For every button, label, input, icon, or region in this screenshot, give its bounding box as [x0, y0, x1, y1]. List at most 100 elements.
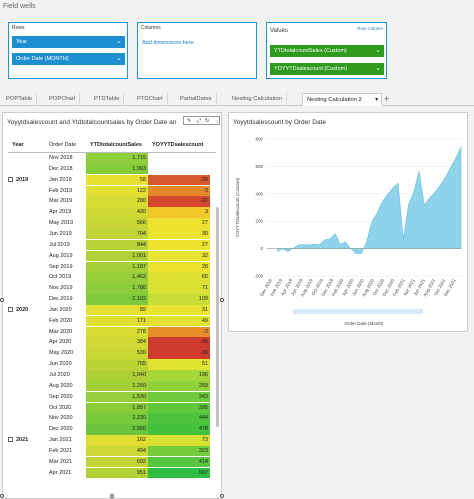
table-row[interactable]: Oct 2020 1,857 395 — [8, 402, 216, 414]
resize-handle[interactable] — [220, 298, 224, 302]
table-row[interactable]: Feb 2019 122 -3 — [8, 185, 216, 197]
yoy-value-cell: 31 — [148, 304, 210, 316]
table-row[interactable]: Nov 2018 1,715 — [8, 153, 216, 164]
order-date-cell: Oct 2020 — [49, 404, 72, 411]
header-yoyytdsalescount[interactable]: YOYYTDsalescount — [152, 142, 204, 148]
ytd-value-cell: 704 — [86, 228, 148, 240]
collapse-icon[interactable] — [8, 437, 13, 443]
order-date-cell: Nov 2020 — [49, 415, 73, 422]
table-row[interactable]: Aug 2019 1,001 32 — [8, 250, 216, 262]
ytd-value-cell: 1,530 — [86, 391, 148, 403]
header-ytdtotalcountsales[interactable]: YTDtotalcountSales — [90, 142, 142, 148]
edit-icon[interactable]: ✎ — [187, 118, 192, 124]
values-well[interactable]: Values Row Column YTDtotalcountSales (Cu… — [266, 22, 387, 79]
table-row[interactable]: Jun 2019 704 30 — [8, 228, 216, 240]
chevron-down-icon[interactable]: ⌄ — [375, 47, 381, 54]
ytd-value-cell: 384 — [86, 337, 148, 348]
tab-poptable[interactable]: POPTable — [2, 93, 38, 106]
collapse-icon[interactable] — [8, 306, 13, 312]
order-date-cell: Aug 2020 — [49, 382, 73, 389]
table-row[interactable]: 2021 Jan 2021 162 73 — [8, 435, 216, 446]
ytd-value-cell: 844 — [86, 239, 148, 251]
refresh-icon[interactable]: ↻ — [205, 118, 210, 124]
resize-handle[interactable] — [220, 494, 224, 498]
table-row[interactable]: 2020 Jan 2020 89 31 — [8, 304, 216, 316]
chart-visual[interactable]: Yoyytdsalescount by Order Date -200 0 200 4… — [228, 112, 468, 332]
table-row[interactable]: Jul 2019 844 27 — [8, 239, 216, 251]
resize-handle[interactable] — [0, 298, 4, 302]
table-row[interactable]: Mar 2021 692 414 — [8, 456, 216, 468]
range-scrollbar[interactable] — [293, 309, 423, 314]
values-field-yoy[interactable]: YOYYTDsalescount (Custom) ⌄ — [270, 63, 384, 75]
table-row[interactable]: Sep 2020 1,530 343 — [8, 391, 216, 403]
header-year[interactable]: Year — [12, 142, 24, 148]
ytd-value-cell: 420 — [86, 207, 148, 218]
tab-label: POPTable — [6, 96, 33, 102]
table-row[interactable]: Mar 2020 278 -2 — [8, 326, 216, 338]
table-row[interactable]: Mar 2019 280 -22 — [8, 196, 216, 207]
yoy-value-cell: 109 — [148, 294, 210, 305]
ytd-value-cell: 1,001 — [86, 250, 148, 262]
table-row[interactable]: Jul 2020 1,040 196 — [8, 370, 216, 381]
year-cell: 2019 — [16, 176, 29, 183]
table-row[interactable]: Aug 2020 1,260 259 — [8, 380, 216, 392]
yoy-value-cell: 27 — [148, 218, 210, 229]
order-date-cell: Feb 2021 — [49, 447, 73, 454]
add-sheet-icon[interactable]: + — [384, 94, 390, 104]
tab-popchart[interactable]: POPChart — [45, 93, 81, 106]
resize-handle[interactable] — [0, 494, 4, 498]
table-row[interactable]: Dec 2020 2,580 478 — [8, 424, 216, 435]
ytd-value-cell: 280 — [86, 196, 148, 207]
order-date-cell: Dec 2020 — [49, 426, 73, 433]
more-options-icon[interactable]: ⋮ — [215, 118, 220, 124]
tab-menu-chevron-icon[interactable]: ▾ — [375, 97, 378, 103]
table-row[interactable]: Feb 2021 494 323 — [8, 445, 216, 457]
chevron-down-icon[interactable]: ⌄ — [116, 55, 122, 62]
add-dimensions-placeholder[interactable]: Add dimensions here — [142, 40, 194, 46]
columns-well[interactable]: Columns Add dimensions here — [137, 22, 257, 79]
tab-ptdchart[interactable]: PTDChart — [133, 93, 168, 106]
chevron-down-icon[interactable]: ⌄ — [375, 65, 381, 72]
rows-field-year[interactable]: Year ⌄ — [12, 36, 125, 48]
table-row[interactable]: Apr 2020 384 -36 — [8, 337, 216, 348]
values-well-title: Values — [270, 28, 288, 34]
order-date-cell: Jun 2020 — [49, 361, 72, 368]
header-order-date[interactable]: Order Date — [49, 142, 77, 148]
table-scrollbar[interactable] — [216, 207, 219, 427]
order-date-cell: Feb 2020 — [49, 317, 73, 324]
table-row[interactable]: Sep 2019 1,187 28 — [8, 261, 216, 272]
tab-partialdates[interactable]: PartialDates — [176, 93, 217, 106]
table-row[interactable]: Oct 2019 1,462 65 — [8, 272, 216, 283]
table-row[interactable]: Apr 2019 420 3 — [8, 207, 216, 218]
tab-nesting-calculation-2[interactable]: Nesting Calculation 2 ▾ — [302, 93, 382, 106]
values-field-ytd[interactable]: YTDtotalcountSales (Custom) ⌄ — [270, 45, 384, 57]
table-visual[interactable]: Yoyytdsalescount and Ytdtotalcountsales … — [2, 112, 222, 499]
table-row[interactable]: May 2019 566 27 — [8, 218, 216, 229]
yoy-value-cell: 65 — [148, 272, 210, 283]
rows-field-order-date[interactable]: Order Date (MONTH) ⌄ — [12, 53, 125, 65]
order-date-cell: Aug 2019 — [49, 252, 73, 259]
table-row[interactable]: 2019 Jan 2019 58 -20 — [8, 174, 216, 186]
table-row[interactable]: Nov 2020 2,230 444 — [8, 413, 216, 424]
resize-handle[interactable] — [110, 494, 114, 498]
yoy-value-cell — [148, 153, 210, 164]
collapse-icon[interactable] — [8, 176, 13, 182]
tab-nesting-calculation[interactable]: Nesting Calculation — [228, 93, 287, 106]
table-row[interactable]: Jun 2020 755 51 — [8, 359, 216, 370]
ytd-value-cell: 530 — [86, 348, 148, 359]
area-series[interactable] — [277, 147, 462, 254]
expand-icon[interactable]: ⤢ — [197, 118, 202, 124]
table-row[interactable]: Apr 2021 951 567 — [8, 467, 216, 479]
table-row[interactable]: Dec 2018 1,993 — [8, 163, 216, 175]
chevron-down-icon[interactable]: ⌄ — [116, 38, 122, 45]
table-row[interactable]: Feb 2020 171 49 — [8, 315, 216, 327]
rows-well[interactable]: Rows Year ⌄ Order Date (MONTH) ⌄ — [8, 22, 128, 79]
tab-ptdtable[interactable]: PTDTable — [90, 93, 125, 106]
tab-label: Nesting Calculation — [232, 96, 282, 102]
table-row[interactable]: May 2020 530 -36 — [8, 348, 216, 359]
table-row[interactable]: Nov 2019 1,786 71 — [8, 283, 216, 294]
row-column-toggle[interactable]: Row Column — [357, 26, 383, 31]
yoy-value-cell: 49 — [148, 315, 210, 327]
table-row[interactable]: Dec 2019 2,102 109 — [8, 294, 216, 305]
